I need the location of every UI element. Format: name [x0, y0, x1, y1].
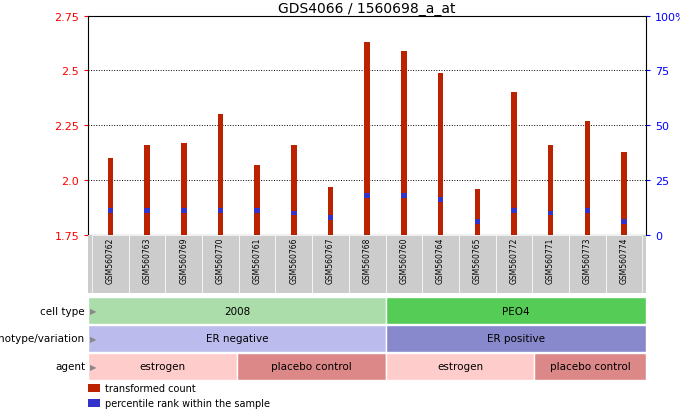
Text: GSM560770: GSM560770: [216, 237, 225, 284]
Bar: [107, 209, 113, 214]
Text: GSM560762: GSM560762: [106, 237, 115, 283]
Text: estrogen: estrogen: [139, 361, 186, 372]
Bar: [88, 384, 99, 392]
Bar: [438, 74, 443, 235]
Text: GSM560766: GSM560766: [289, 237, 299, 284]
Bar: [129, 235, 165, 293]
Text: ▶: ▶: [90, 306, 97, 315]
Bar: [92, 235, 129, 293]
Text: agent: agent: [55, 361, 85, 372]
Bar: [88, 325, 386, 352]
Bar: [622, 220, 627, 225]
Bar: [144, 146, 150, 235]
Bar: [364, 194, 370, 198]
Text: ER negative: ER negative: [206, 333, 269, 344]
Bar: [88, 399, 99, 407]
Bar: [548, 146, 554, 235]
Bar: [328, 216, 333, 220]
Bar: [511, 209, 517, 214]
Bar: [239, 235, 275, 293]
Bar: [548, 211, 554, 216]
Bar: [585, 121, 590, 235]
Bar: [181, 143, 186, 235]
Bar: [534, 353, 646, 380]
Text: GSM560760: GSM560760: [399, 237, 409, 284]
Text: percentile rank within the sample: percentile rank within the sample: [105, 398, 270, 408]
Text: placebo control: placebo control: [550, 361, 630, 372]
Bar: [401, 52, 407, 235]
Bar: [181, 209, 186, 214]
Bar: [88, 297, 386, 324]
Text: ▶: ▶: [90, 334, 97, 343]
Text: cell type: cell type: [40, 306, 85, 316]
Text: estrogen: estrogen: [437, 361, 483, 372]
Bar: [312, 235, 349, 293]
Bar: [585, 209, 590, 214]
Text: GSM560768: GSM560768: [362, 237, 372, 283]
Bar: [254, 209, 260, 214]
Text: ▶: ▶: [90, 362, 97, 371]
Text: genotype/variation: genotype/variation: [0, 333, 85, 344]
Bar: [291, 146, 296, 235]
Bar: [275, 235, 312, 293]
Bar: [386, 297, 646, 324]
Text: GSM560772: GSM560772: [509, 237, 518, 283]
Bar: [475, 190, 480, 235]
Bar: [107, 159, 113, 235]
Bar: [386, 325, 646, 352]
Bar: [496, 235, 532, 293]
Text: 2008: 2008: [224, 306, 250, 316]
Bar: [237, 353, 386, 380]
Bar: [254, 165, 260, 235]
Text: GSM560761: GSM560761: [253, 237, 262, 283]
Bar: [202, 235, 239, 293]
Text: PEO4: PEO4: [502, 306, 530, 316]
Bar: [386, 235, 422, 293]
Text: GSM560773: GSM560773: [583, 237, 592, 284]
Bar: [459, 235, 496, 293]
Bar: [475, 220, 480, 225]
Bar: [606, 235, 643, 293]
Title: GDS4066 / 1560698_a_at: GDS4066 / 1560698_a_at: [278, 2, 456, 16]
Text: transformed count: transformed count: [105, 383, 196, 393]
Bar: [165, 235, 202, 293]
Bar: [401, 194, 407, 198]
Text: GSM560771: GSM560771: [546, 237, 555, 283]
Bar: [291, 211, 296, 216]
Text: ER positive: ER positive: [487, 333, 545, 344]
Bar: [532, 235, 569, 293]
Bar: [218, 115, 223, 235]
Text: GSM560774: GSM560774: [619, 237, 628, 284]
Bar: [569, 235, 606, 293]
Text: GSM560763: GSM560763: [143, 237, 152, 284]
Bar: [364, 43, 370, 235]
Text: GSM560767: GSM560767: [326, 237, 335, 284]
Bar: [386, 353, 534, 380]
Bar: [622, 152, 627, 235]
Text: placebo control: placebo control: [271, 361, 352, 372]
Bar: [422, 235, 459, 293]
Text: GSM560769: GSM560769: [180, 237, 188, 284]
Bar: [349, 235, 386, 293]
Bar: [218, 209, 223, 214]
Bar: [511, 93, 517, 235]
Bar: [88, 353, 237, 380]
Bar: [438, 198, 443, 203]
Text: GSM560764: GSM560764: [436, 237, 445, 284]
Bar: [144, 209, 150, 214]
Bar: [328, 187, 333, 235]
Text: GSM560765: GSM560765: [473, 237, 481, 284]
